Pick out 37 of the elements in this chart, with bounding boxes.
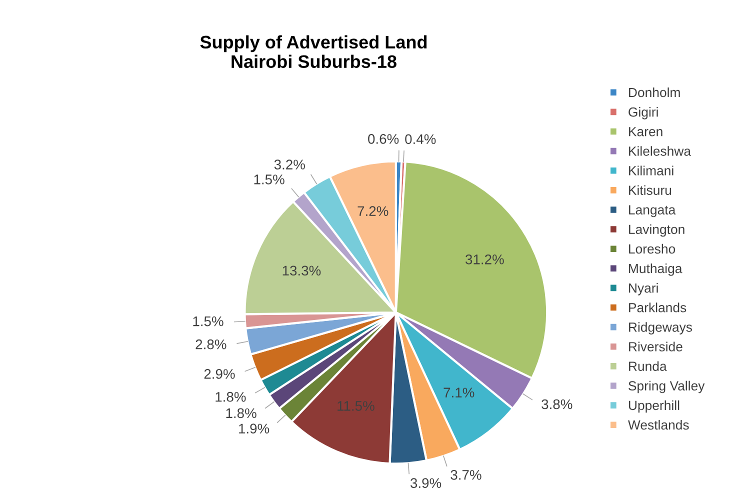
legend-label: Runda: [629, 361, 667, 371]
data-label: 1.8%: [226, 408, 256, 418]
legend-label: Parklands: [629, 302, 686, 312]
legend-label: Loresho: [629, 244, 676, 254]
data-label: 0.4%: [405, 134, 436, 144]
data-label: 7.2%: [358, 206, 388, 216]
legend-label: Riverside: [629, 342, 682, 352]
data-label: 3.9%: [410, 478, 442, 488]
legend-label: Langata: [629, 205, 676, 218]
data-label: 11.5%: [338, 401, 374, 411]
legend-label: Muthaiga: [629, 263, 682, 276]
data-label: 0.6%: [368, 134, 399, 144]
legend-label: Donholm: [629, 87, 680, 98]
data-label: 7.1%: [444, 388, 474, 398]
legend-label: Kileleshwa: [629, 146, 692, 156]
data-label: 1.5%: [193, 316, 224, 326]
chart-title: Supply of Advertised Land Nairobi Suburbs-18: [200, 35, 427, 68]
legend-label: Ridgeways: [629, 322, 692, 334]
data-label: 1.8%: [216, 392, 246, 402]
legend-label: Karen: [629, 127, 662, 136]
legend-label: Lavington: [629, 224, 684, 237]
legend-label: Upperhill: [628, 400, 680, 413]
legend-label: Kitisuru: [629, 185, 672, 195]
legend-label: Nyari: [629, 283, 658, 296]
legend-label: Gigiri: [628, 107, 658, 120]
data-label: 3.2%: [274, 160, 305, 170]
data-label: 3.8%: [542, 399, 572, 410]
data-label: 31.2%: [466, 254, 504, 264]
data-label: 1.9%: [239, 424, 270, 434]
data-label: 13.3%: [282, 266, 321, 276]
data-label: 1.5%: [254, 174, 284, 184]
data-label: 2.8%: [196, 339, 226, 350]
legend-label: Spring Valley: [628, 380, 705, 394]
data-label: 2.9%: [204, 369, 235, 379]
legend-label: Kilimani: [629, 166, 674, 176]
legend-label: Westlands: [628, 420, 689, 430]
data-label: 3.7%: [450, 470, 482, 480]
